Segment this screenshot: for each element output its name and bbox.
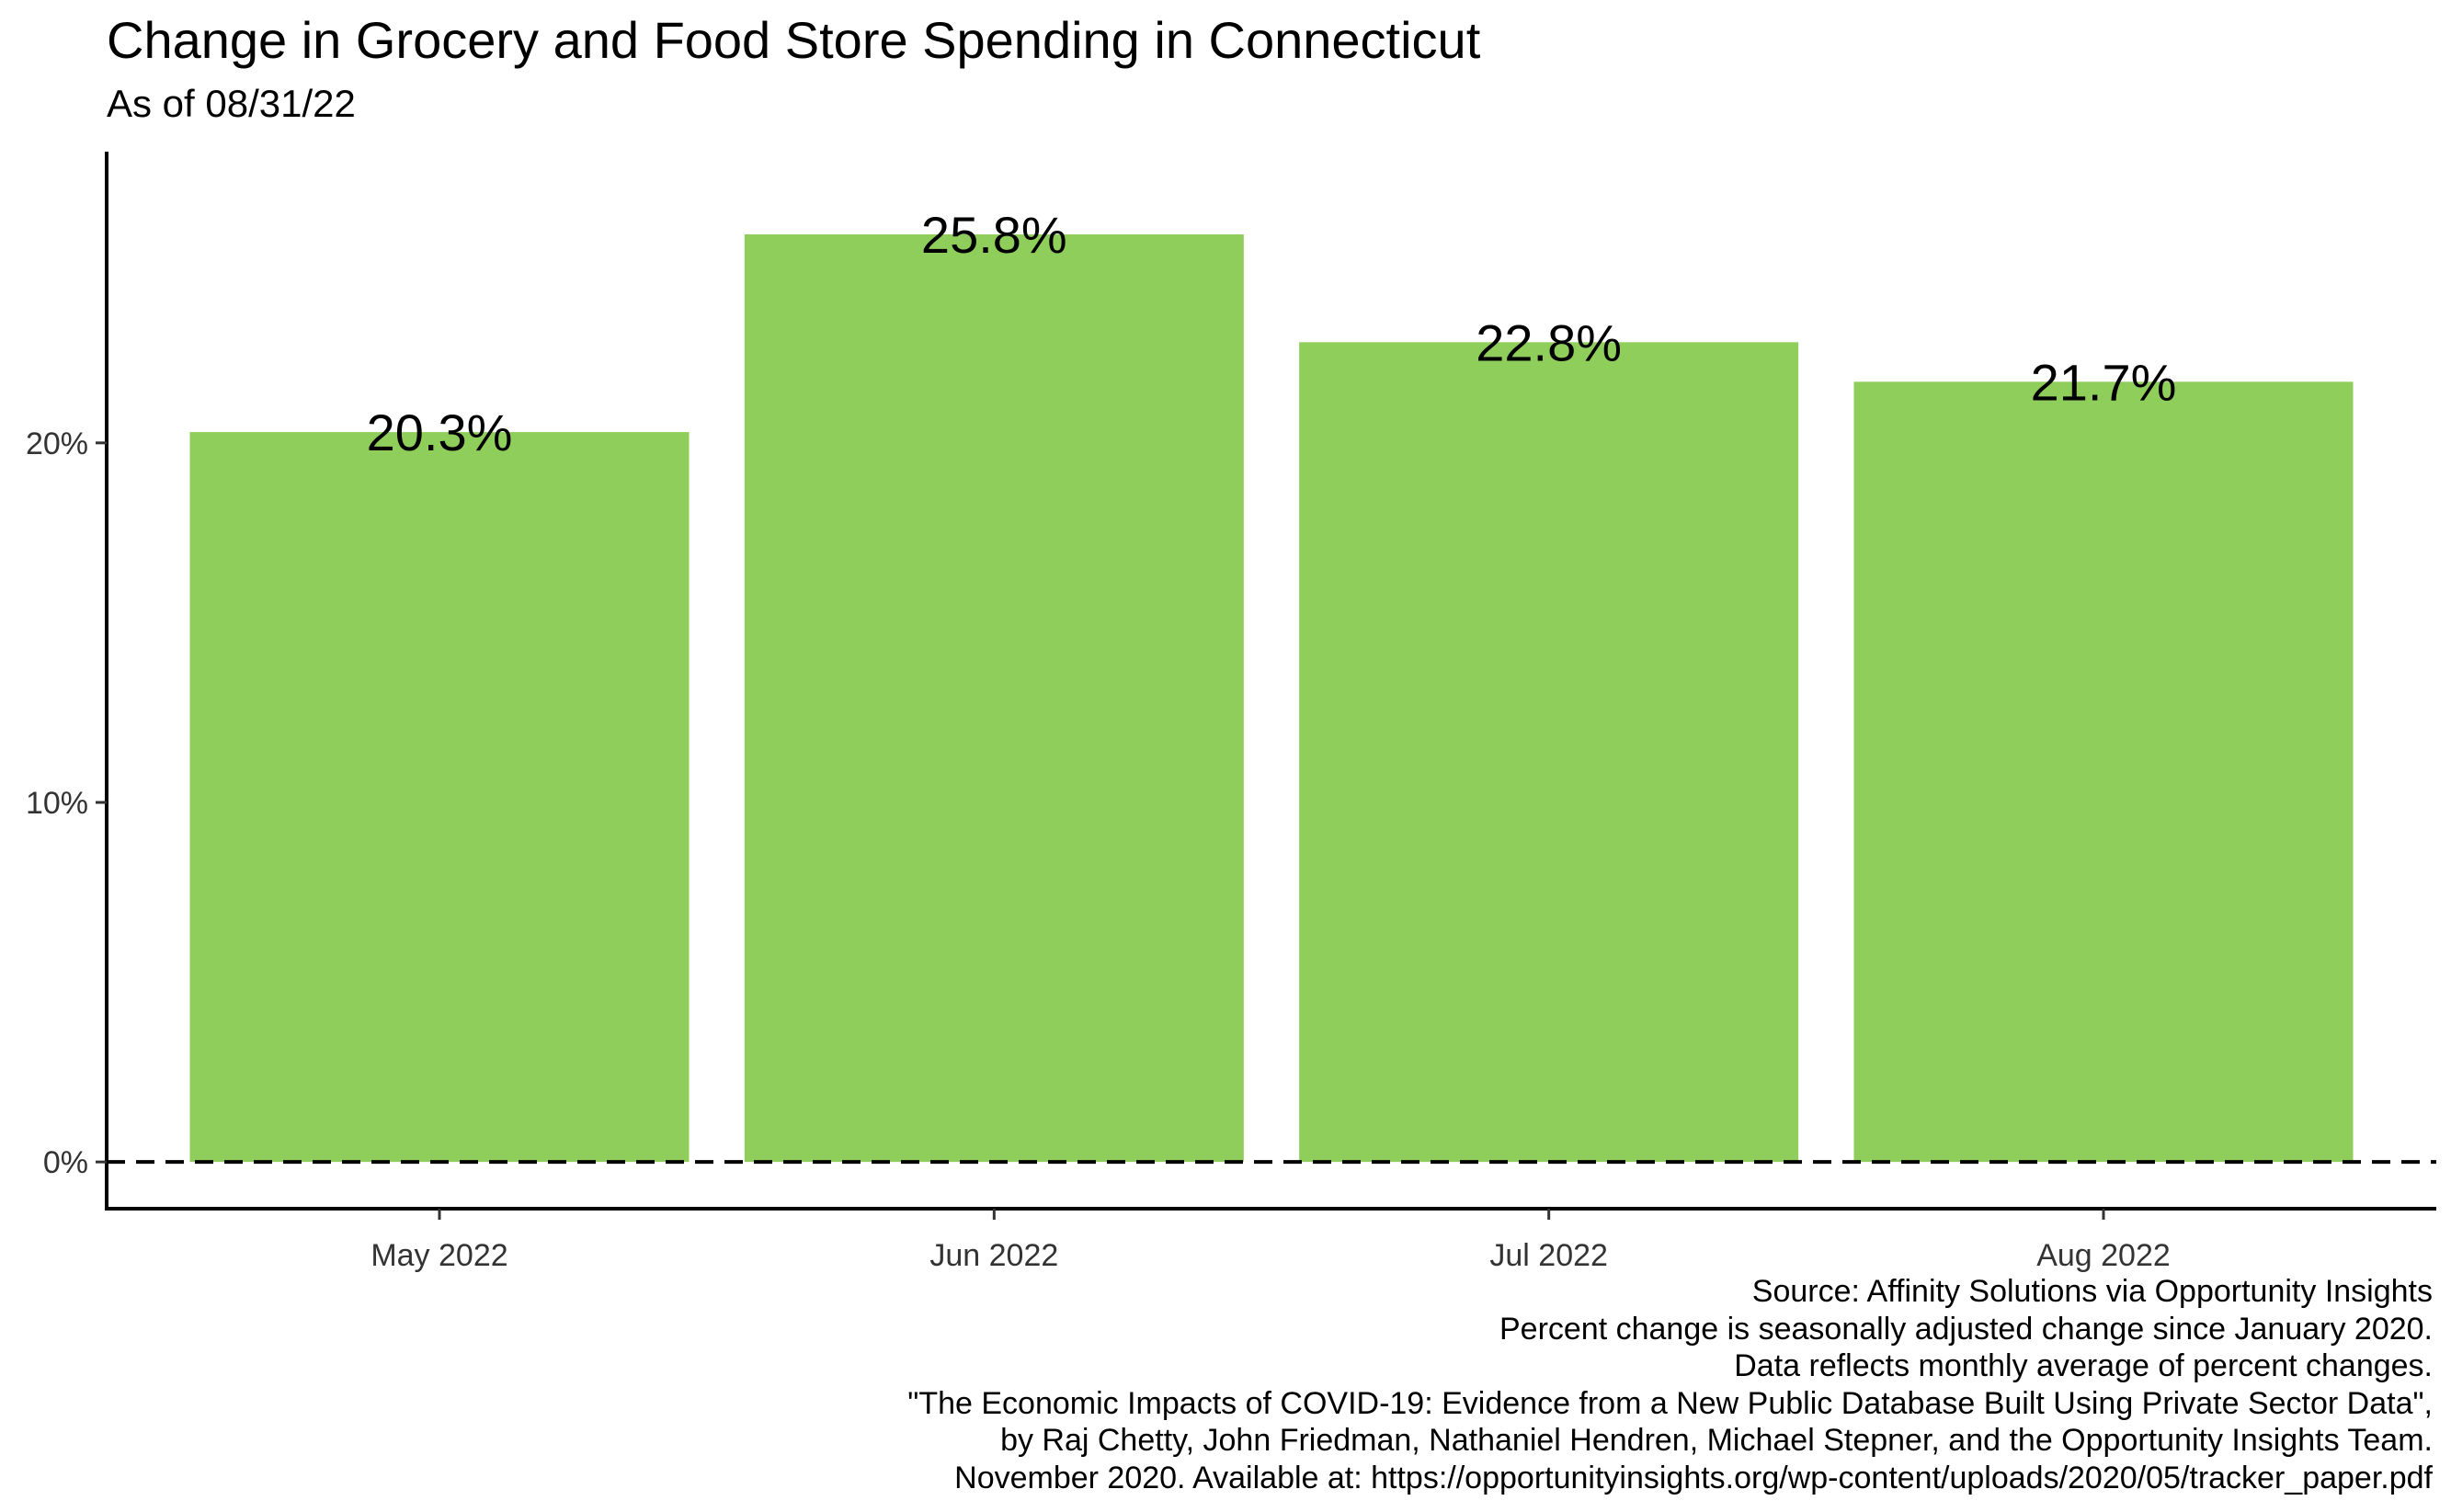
x-axis-ticks: May 2022 Jun 2022 Jul 2022 Aug 2022 [370,1209,2171,1273]
bars-group [189,233,2354,1163]
bar [1299,342,1799,1163]
bar-value-label: 21.7% [2031,353,2177,411]
y-tick-label: 0% [43,1145,88,1180]
bar [744,233,1244,1163]
chart-subtitle: As of 08/31/22 [107,82,356,125]
caption-line: by Raj Chetty, John Friedman, Nathaniel … [1000,1423,2433,1458]
source-caption: Source: Affinity Solutions via Opportuni… [226,1273,2433,1496]
caption-line: Percent change is seasonally adjusted ch… [1499,1311,2433,1347]
caption-line: November 2020. Available at: https://opp… [954,1460,2433,1495]
x-tick-label: Jun 2022 [929,1238,1058,1273]
y-tick-label: 10% [26,786,88,821]
y-axis-ticks: 0% 10% 20% [26,426,107,1180]
chart-title: Change in Grocery and Food Store Spendin… [107,11,1481,69]
x-tick-label: May 2022 [370,1238,507,1273]
value-labels: 20.3% 25.8% 22.8% 21.7% [367,206,2177,461]
y-tick-label: 20% [26,426,88,461]
x-tick-label: Aug 2022 [2036,1238,2171,1273]
caption-line: Data reflects monthly average of percent… [1734,1348,2433,1383]
bar [189,432,690,1163]
bar-value-label: 25.8% [921,206,1067,264]
bar [1853,381,2354,1163]
x-tick-label: Jul 2022 [1489,1238,1608,1273]
bar-value-label: 20.3% [367,404,513,461]
bar-value-label: 22.8% [1476,313,1622,371]
caption-line: "The Economic Impacts of COVID-19: Evide… [907,1385,2433,1421]
caption-line: Source: Affinity Solutions via Opportuni… [1751,1274,2433,1309]
